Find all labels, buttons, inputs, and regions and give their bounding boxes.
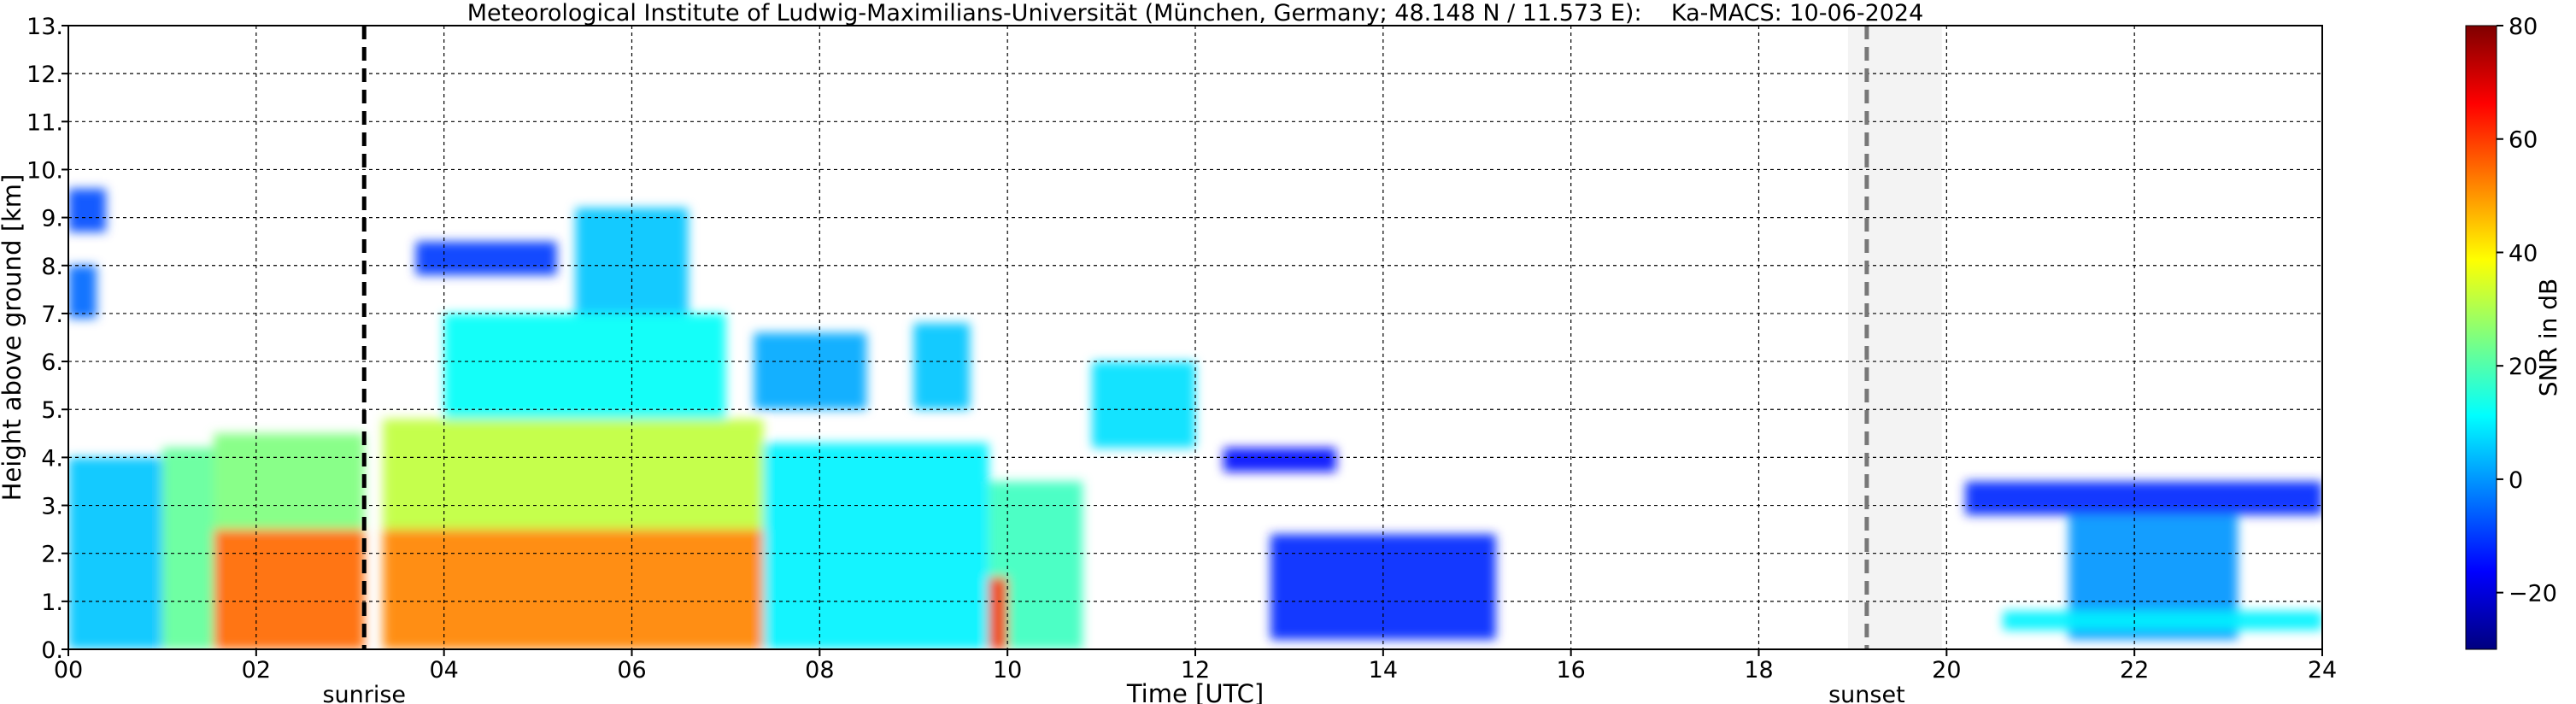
colorbar-tick-label: 0 (2509, 467, 2523, 494)
sunset-label: sunset (1828, 682, 1905, 704)
echo-region (1092, 361, 1195, 449)
y-tick-label: 4. (41, 445, 63, 472)
echo-region (383, 419, 764, 530)
y-tick-label: 10. (26, 157, 63, 184)
y-tick-label: 6. (41, 349, 63, 376)
echo-region (989, 577, 1008, 649)
colorbar-gradient (2465, 25, 2497, 650)
x-tick-label: 14 (1369, 657, 1398, 683)
echo-region (1223, 448, 1336, 472)
echo-region (763, 443, 989, 649)
y-tick-label: 11. (26, 109, 63, 136)
no-data-layer (1847, 26, 1942, 649)
colorbar-tick-label: 40 (2509, 240, 2538, 267)
y-tick-label: 5. (41, 397, 63, 424)
colorbar-ticks: −20 0 20 40 60 80 (2497, 14, 2557, 607)
echo-region (68, 188, 106, 232)
echo-region (913, 323, 971, 410)
colorbar-tick-label: 20 (2509, 354, 2538, 380)
y-tick-label: 2. (41, 542, 63, 568)
x-tick-label: 16 (1556, 657, 1585, 683)
colorbar-tick-label: 80 (2509, 14, 2538, 40)
echo-region (415, 241, 557, 275)
sunrise-label: sunrise (322, 682, 406, 704)
echo-region (161, 448, 214, 649)
x-tick-label: 18 (1744, 657, 1773, 683)
chart-title: Meteorological Institute of Ludwig-Maxim… (467, 0, 1924, 26)
echo-region (1965, 481, 2322, 515)
echo-region (754, 332, 867, 410)
x-axis-label: Time [UTC] (1126, 679, 1264, 704)
event-layer: sunrise sunset (322, 26, 1905, 704)
y-tick-label: 7. (41, 302, 63, 328)
x-tick-label: 06 (617, 657, 646, 683)
x-tick-label: 22 (2120, 657, 2149, 683)
echo-region (68, 265, 97, 319)
y-axis-label: Height above ground [km] (0, 174, 26, 502)
x-tick-label: 02 (242, 657, 271, 683)
y-tick-label: 13. (26, 14, 63, 40)
no-data-band (1847, 26, 1942, 649)
colorbar-tick-label: −20 (2509, 581, 2557, 607)
y-tick-label: 3. (41, 494, 63, 520)
echo-layer (68, 188, 2322, 649)
echo-region (214, 433, 365, 530)
x-tick-label: 00 (54, 657, 83, 683)
y-tick-label: 8. (41, 254, 63, 280)
x-tick-label: 12 (1181, 657, 1210, 683)
x-tick-label: 20 (1932, 657, 1961, 683)
colorbar: −20 0 20 40 60 80 SNR in dB (2465, 14, 2562, 650)
echo-region (2003, 611, 2322, 631)
y-tick-label: 1. (41, 590, 63, 616)
grid-layer (68, 26, 2322, 649)
x-tick-label: 24 (2308, 657, 2337, 683)
y-tick-label: 12. (26, 62, 63, 88)
y-tick-label: 9. (41, 206, 63, 232)
echo-region (443, 313, 726, 419)
y-tick-label: 0. (41, 637, 63, 664)
echo-region (383, 529, 764, 649)
y-ticks: 0. 1. 2. 3. 4. 5. 6. 7. 8. 9. 10. 11. 12. 13. (26, 14, 68, 664)
x-tick-label: 08 (805, 657, 834, 683)
x-ticks: 00 02 04 06 08 10 12 14 16 18 20 22 24 (54, 649, 2337, 683)
x-tick-label: 10 (993, 657, 1022, 683)
colorbar-label: SNR in dB (2534, 279, 2562, 396)
x-tick-label: 04 (429, 657, 458, 683)
echo-region (214, 529, 365, 649)
colorbar-tick-label: 60 (2509, 127, 2538, 154)
